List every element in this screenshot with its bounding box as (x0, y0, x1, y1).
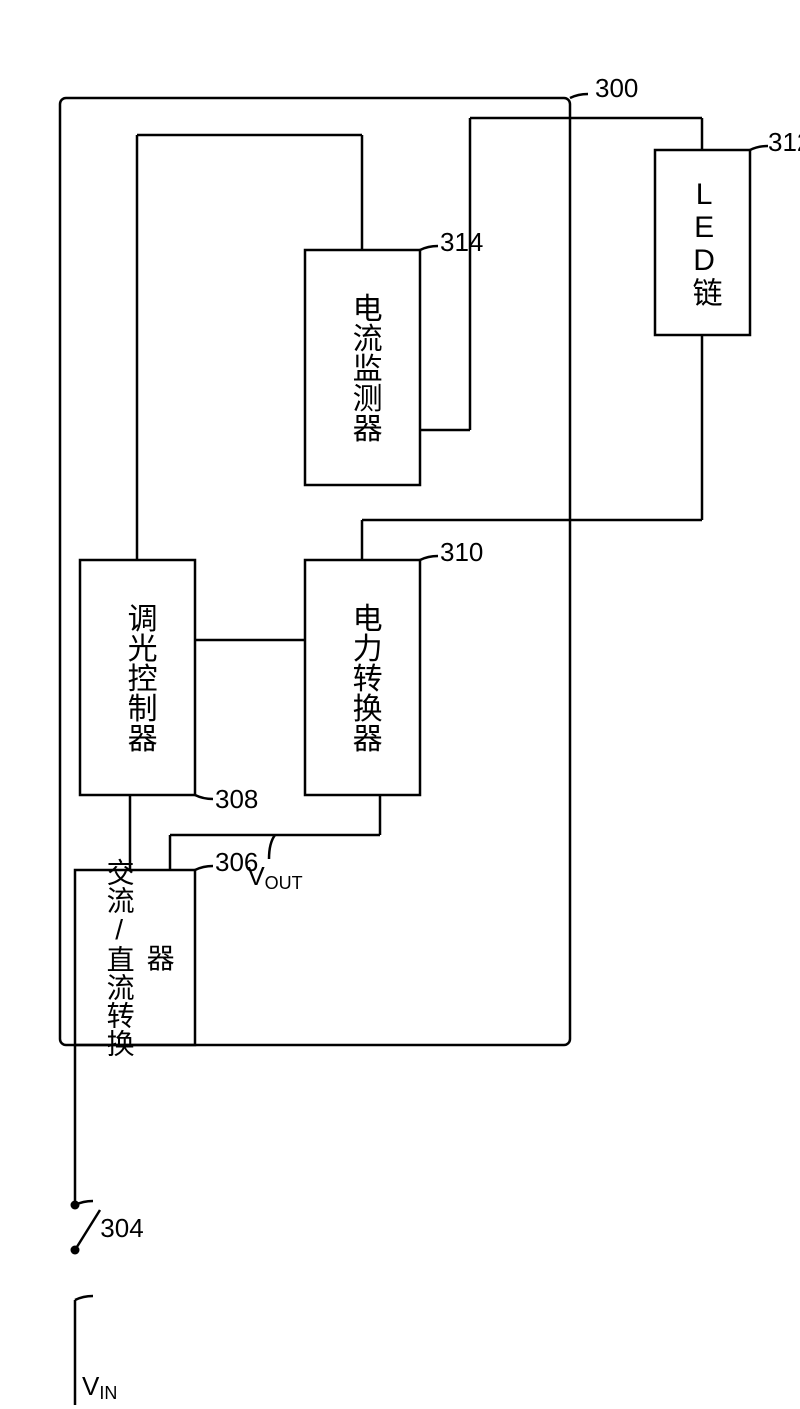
ref-304: 304 (100, 1213, 143, 1243)
ref-300: 300 (595, 73, 638, 103)
ref-314: 314 (440, 227, 483, 257)
switch-blade (75, 1210, 100, 1250)
block-diagram: 300VIN304交流/直流转换器306调光控制器308电力转换器310电流监测… (0, 0, 800, 1409)
vout-label: VOUT (247, 861, 302, 893)
ref-308: 308 (215, 784, 258, 814)
ref-312: 312 (768, 127, 800, 157)
monitor-l1: 电流监测器 (348, 293, 383, 443)
block-acdc (75, 870, 195, 1045)
acdc-l1: 交流/直流转换 (104, 858, 135, 1057)
dimmer-l1: 调光控制器 (123, 603, 158, 753)
power-l1: 电力转换器 (348, 603, 383, 753)
vin-label: VIN (82, 1371, 117, 1403)
ref-310: 310 (440, 537, 483, 567)
led-l1: LED链 (688, 178, 723, 307)
acdc-l2: 器 (144, 944, 175, 972)
